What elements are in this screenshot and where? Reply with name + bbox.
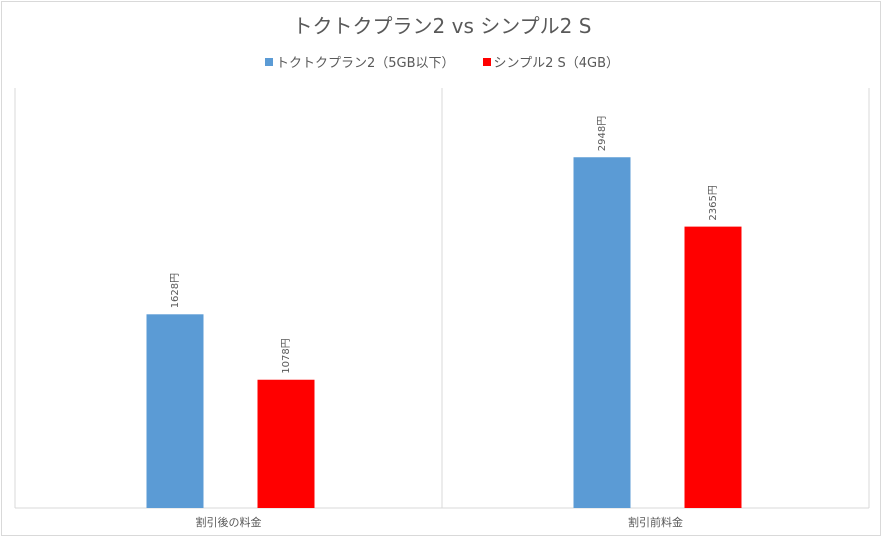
- legend-swatch-blue: [264, 57, 273, 66]
- legend-label: シンプル2 S（4GB）: [493, 56, 620, 71]
- data-label: 2948円: [597, 116, 608, 151]
- category-label: 割引後の料金: [196, 515, 262, 529]
- legend-item-simple: シンプル2 S（4GB）: [482, 52, 620, 71]
- bar: [684, 226, 742, 509]
- legend: トクトクプラン2（5GB以下） シンプル2 S（4GB）: [0, 52, 884, 71]
- data-label: 2365円: [708, 185, 719, 220]
- bar: [573, 157, 631, 508]
- category-label: 割引前料金: [628, 515, 683, 529]
- data-label: 1628円: [170, 273, 181, 308]
- bar: [146, 314, 204, 508]
- chart-title: トクトクプラン2 vs シンプル2 S: [292, 14, 592, 38]
- legend-item-tokutoku: トクトクプラン2（5GB以下）: [264, 52, 455, 71]
- data-label: 1078円: [281, 338, 292, 373]
- legend-label: トクトクプラン2（5GB以下）: [275, 56, 455, 71]
- bar: [257, 379, 315, 508]
- legend-swatch-red: [482, 57, 491, 66]
